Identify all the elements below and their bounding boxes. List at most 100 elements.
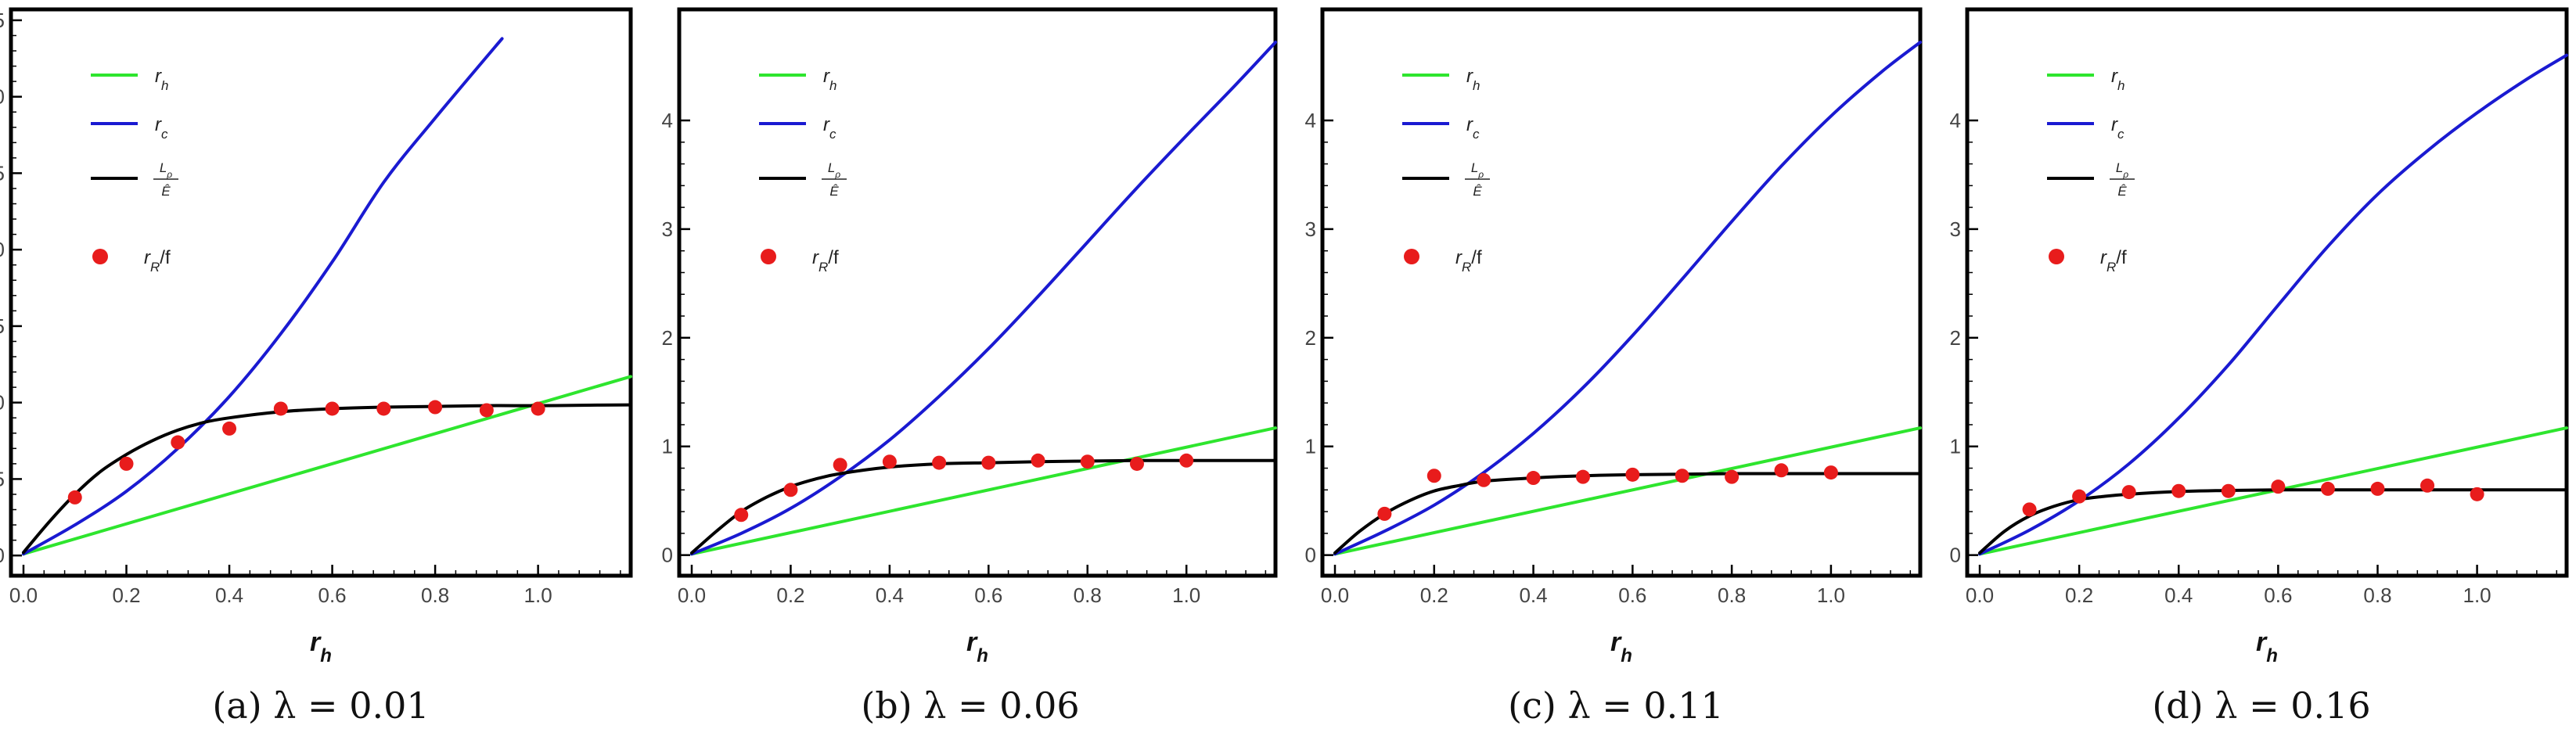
- x-tick-label: 0.4: [876, 584, 904, 607]
- y-tick-label: 0: [1950, 544, 1961, 567]
- data-point: [2370, 481, 2385, 496]
- y-tick-label: 2.0: [0, 238, 5, 261]
- x-tick-label: 0.0: [678, 584, 706, 607]
- data-point: [67, 490, 82, 505]
- y-tick-label: 0: [662, 544, 673, 567]
- series-line-rh: [690, 426, 1277, 556]
- data-point: [932, 455, 947, 470]
- data-point: [783, 483, 798, 497]
- data-point: [119, 456, 134, 471]
- y-tick-label: 4: [1305, 109, 1316, 132]
- data-point: [882, 454, 897, 469]
- chart-panel-a: 0.0 0.5 1.0 1.5 2.0 2.5 3.0 3.5 0.0 0.2 0.4 0.6 0.8 1…: [0, 7, 633, 727]
- plot-frame: [1965, 7, 2569, 578]
- series-line-rc: [690, 41, 1277, 556]
- data-point: [325, 401, 340, 416]
- data-point: [2271, 479, 2286, 494]
- data-point: [222, 421, 237, 436]
- legend-label-e-hat: Ê: [161, 184, 171, 199]
- data-point: [1625, 467, 1640, 482]
- data-point: [2022, 502, 2037, 517]
- data-point: [1427, 469, 1441, 483]
- x-axis-label: rh: [1610, 627, 1632, 666]
- x-tick-label: 0.2: [776, 584, 804, 607]
- y-tick-label: 0.0: [0, 544, 5, 567]
- data-point: [2121, 485, 2136, 500]
- x-tick-label: 0.8: [2363, 584, 2391, 607]
- data-point: [1675, 469, 1689, 483]
- x-tick-label: 1.0: [2463, 584, 2491, 607]
- y-tick-label: 2.5: [0, 161, 5, 185]
- x-tick-label: 0.6: [2264, 584, 2292, 607]
- y-tick-label: 3: [1305, 217, 1316, 241]
- y-tick-label: 2: [1305, 326, 1316, 350]
- data-point: [273, 401, 288, 416]
- y-tick-label: 4: [662, 109, 673, 132]
- y-tick-label: 1: [1950, 435, 1961, 458]
- y-tick-label: 1: [662, 435, 673, 458]
- y-tick-label: 3: [1950, 217, 1961, 241]
- x-tick-label: 0.8: [1718, 584, 1746, 607]
- y-tick-label: 2: [662, 326, 673, 350]
- x-tick-label: 0.0: [1321, 584, 1349, 607]
- x-tick-label: 0.6: [974, 584, 1002, 607]
- x-axis-label: rh: [2256, 627, 2278, 666]
- data-point: [2171, 483, 2186, 498]
- data-point: [2072, 489, 2087, 504]
- x-tick-label: 0.6: [1618, 584, 1646, 607]
- data-point: [376, 401, 391, 416]
- x-tick-label: 0.2: [1420, 584, 1448, 607]
- y-tick-label: 2: [1950, 326, 1961, 350]
- legend-swatch-rrf: [761, 249, 776, 264]
- data-point: [1774, 463, 1789, 478]
- x-tick-label: 0.4: [1519, 584, 1547, 607]
- data-point: [2221, 483, 2236, 498]
- panel-caption: (c) λ = 0.11: [1508, 684, 1724, 727]
- data-point: [734, 508, 749, 523]
- data-point: [2420, 478, 2435, 493]
- x-tick-label: 0.2: [112, 584, 140, 607]
- data-point: [1575, 469, 1590, 484]
- legend-label-e-hat: Ê: [2117, 184, 2127, 199]
- x-tick-label: 0.0: [9, 584, 38, 607]
- y-tick-label: 1.5: [0, 314, 5, 338]
- data-point: [833, 458, 847, 472]
- y-tick-label: 0.5: [0, 467, 5, 490]
- data-point: [171, 435, 185, 450]
- series-line-lrho-over-e: [22, 403, 632, 555]
- data-point: [1823, 465, 1838, 480]
- data-point: [1477, 472, 1491, 487]
- x-tick-label: 1.0: [1817, 584, 1845, 607]
- data-point: [479, 403, 494, 418]
- y-tick-label: 0: [1305, 544, 1316, 567]
- legend-swatch-rrf: [1404, 249, 1419, 264]
- data-point: [1031, 453, 1045, 468]
- data-point: [1377, 506, 1392, 521]
- x-tick-label: 0.8: [1074, 584, 1102, 607]
- y-tick-label: 4: [1950, 109, 1961, 132]
- panel-caption: (b) λ = 0.06: [861, 684, 1079, 727]
- data-point: [1179, 453, 1194, 468]
- x-tick-label: 0.6: [318, 584, 346, 607]
- x-axis-label: rh: [966, 627, 988, 666]
- legend-swatch-rrf: [2049, 249, 2064, 264]
- legend-label-e-hat: Ê: [829, 184, 839, 199]
- data-point: [428, 400, 443, 415]
- y-tick-label: 3: [662, 217, 673, 241]
- data-point: [2320, 481, 2335, 496]
- data-point: [1129, 456, 1144, 471]
- y-tick-label: 1.0: [0, 391, 5, 415]
- data-point: [1080, 454, 1095, 469]
- plot-frame: [9, 7, 633, 578]
- x-tick-label: 0.4: [215, 584, 243, 607]
- y-tick-label: 1: [1305, 435, 1316, 458]
- panel-caption: (d) λ = 0.16: [2152, 684, 2370, 727]
- data-point: [1725, 469, 1740, 484]
- plot-frame: [677, 7, 1278, 578]
- y-tick-label: 3.5: [0, 9, 5, 32]
- plot-frame: [1320, 7, 1923, 578]
